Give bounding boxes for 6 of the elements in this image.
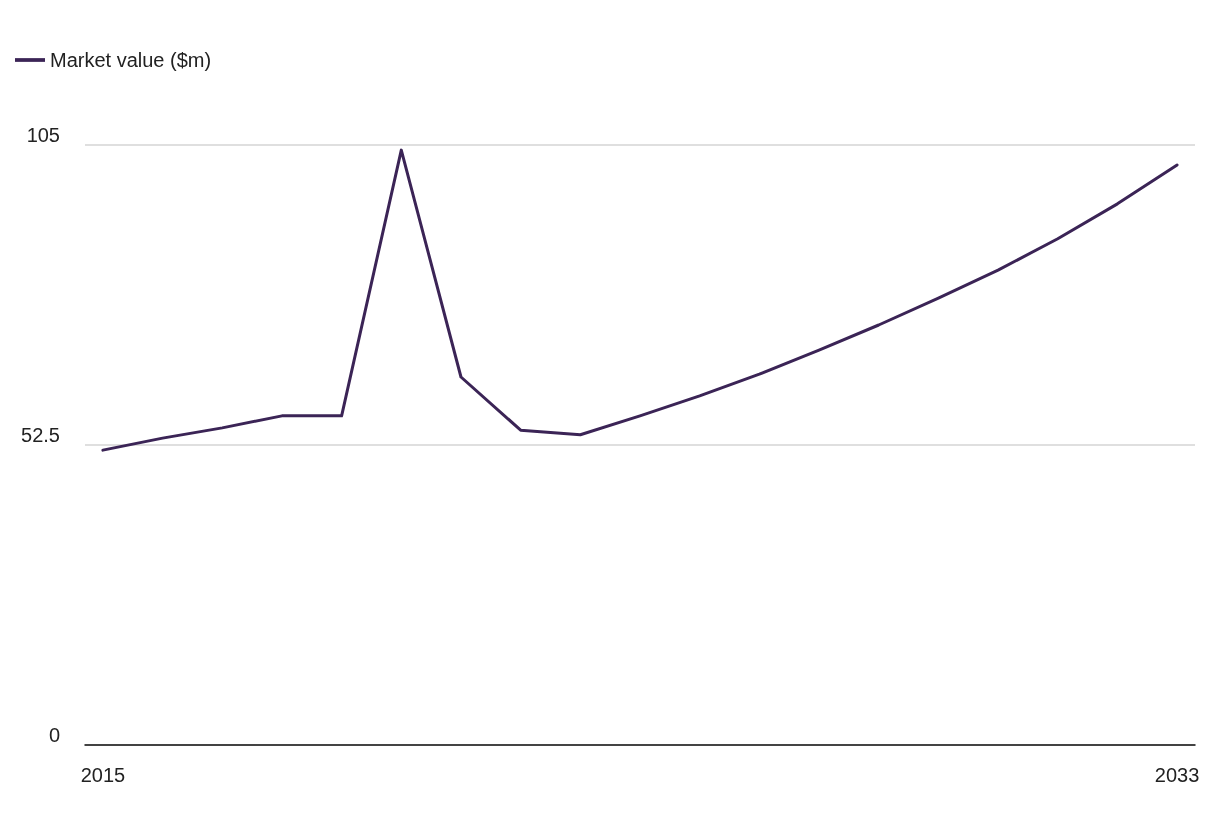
x-tick-label: 2033 [1154, 764, 1200, 786]
x-tick-label: 2015 [80, 764, 126, 786]
y-tick-label: 105 [26, 124, 60, 146]
y-tick-label: 52.5 [21, 424, 60, 446]
legend-label: Market value ($m) [50, 49, 212, 71]
y-tick-label: 0 [48, 724, 60, 746]
